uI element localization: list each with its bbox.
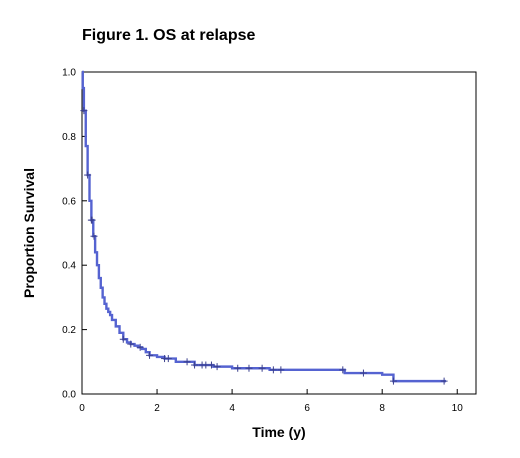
- censor-mark: [440, 377, 448, 385]
- censor-mark: [84, 171, 92, 179]
- y-tick-label: 1.0: [62, 68, 76, 79]
- censor-mark: [213, 363, 221, 371]
- x-axis-label: Time (y): [252, 424, 305, 440]
- chart-title: Figure 1. OS at relapse: [82, 27, 256, 44]
- y-axis-label: Proportion Survival: [21, 168, 37, 298]
- censor-mark: [183, 358, 191, 366]
- x-tick-label: 0: [79, 403, 85, 414]
- censor-mark: [127, 340, 135, 348]
- y-tick-label: 0.4: [62, 261, 76, 272]
- censor-mark: [90, 232, 98, 240]
- censor-mark: [359, 369, 367, 377]
- censor-mark: [88, 216, 96, 224]
- censor-mark: [136, 343, 144, 351]
- censor-mark: [234, 364, 242, 372]
- x-tick-label: 2: [154, 403, 160, 414]
- censor-mark: [245, 364, 253, 372]
- survival-curve: [81, 70, 446, 383]
- censor-mark: [277, 366, 285, 374]
- censor-mark: [269, 366, 277, 374]
- censor-mark: [164, 355, 172, 363]
- censor-mark: [119, 335, 127, 343]
- y-tick-label: 0.2: [62, 325, 76, 336]
- censor-mark: [146, 351, 154, 359]
- y-tick-label: 0.8: [62, 132, 76, 143]
- censor-mark: [80, 107, 88, 115]
- censor-mark: [258, 364, 266, 372]
- censor-mark: [191, 361, 199, 369]
- censor-mark: [339, 366, 347, 374]
- y-axis: 0.0 0.2 0.4 0.6 0.8 1.0: [62, 68, 87, 401]
- x-tick-label: 10: [452, 403, 464, 414]
- censor-marks: [80, 107, 448, 385]
- x-tick-label: 4: [229, 403, 235, 414]
- x-axis: 0 2 4 6 8 10: [79, 389, 463, 414]
- y-tick-label: 0.0: [62, 390, 76, 401]
- censor-mark: [207, 361, 215, 369]
- x-tick-label: 8: [379, 403, 385, 414]
- plot-frame: [81, 71, 477, 395]
- y-tick-label: 0.6: [62, 196, 76, 207]
- x-tick-label: 6: [304, 403, 310, 414]
- censor-mark: [389, 377, 397, 385]
